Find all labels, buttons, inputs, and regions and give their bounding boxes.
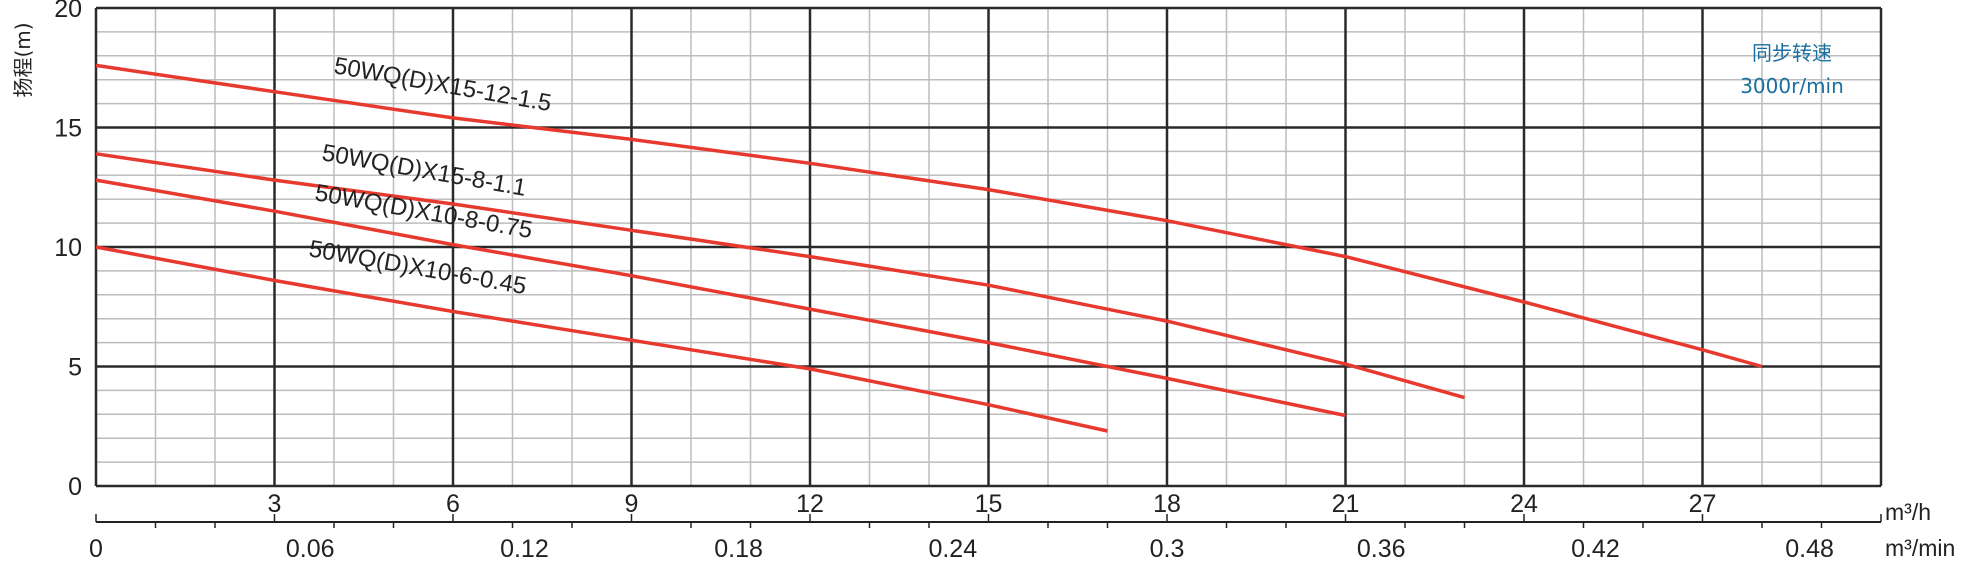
x-tick-label-m3h: 6 — [446, 490, 460, 518]
x-tick-label-m3h: 27 — [1689, 490, 1717, 518]
x-tick-label-m3min: 0.12 — [500, 535, 549, 563]
speed-annotation-line1: 同步转速 — [1752, 41, 1832, 65]
x-tick-label-m3h: 15 — [975, 490, 1003, 518]
x-tick-label-m3min: 0.42 — [1571, 535, 1620, 563]
x-tick-label-m3h: 18 — [1153, 490, 1181, 518]
x-tick-label-m3min: 0 — [89, 535, 103, 563]
x-tick-label-m3h: 12 — [796, 490, 824, 518]
x-tick-label-m3min: 0.3 — [1150, 535, 1185, 563]
y-tick-label: 15 — [54, 115, 82, 143]
x-tick-label-m3h: 3 — [268, 490, 282, 518]
x-tick-label-m3h: 24 — [1510, 490, 1538, 518]
x-unit-m3min: m³/min — [1885, 535, 1955, 561]
speed-annotation-line2: 3000r/min — [1740, 74, 1844, 98]
x-tick-label-m3min: 0.36 — [1357, 535, 1406, 563]
y-tick-label: 0 — [68, 473, 82, 501]
y-tick-label: 10 — [54, 234, 82, 262]
curve-50WQ(D)X15-8-1.1 — [95, 152, 1465, 400]
x-unit-m3h: m³/h — [1885, 499, 1931, 525]
y-tick-label: 20 — [54, 0, 82, 23]
x-tick-label-m3min: 0.06 — [286, 535, 335, 563]
curve-label: 50WQ(D)X15-12-1.5 — [332, 52, 553, 117]
curves — [95, 63, 1763, 433]
x-tick-label-m3min: 0.24 — [928, 535, 977, 563]
y-tick-label: 5 — [68, 354, 82, 382]
x-tick-label-m3h: 9 — [625, 490, 639, 518]
x-tick-label-m3h: 21 — [1332, 490, 1360, 518]
curve-50WQ(D)X10-8-0.75 — [95, 178, 1346, 418]
x-tick-label-m3min: 0.18 — [714, 535, 763, 563]
curve-50WQ(D)X10-6-0.45 — [95, 245, 1108, 433]
axes: 0 5 10 15 20 3 6 9 12 15 18 21 24 27 0 0.06 0.12 0.18 0.24… — [54, 0, 1882, 563]
y-axis-label: 扬程(m) — [11, 22, 35, 97]
curve-labels: 50WQ(D)X15-12-1.550WQ(D)X15-8-1.150WQ(D)… — [307, 52, 553, 300]
x-tick-label-m3min: 0.48 — [1785, 535, 1834, 563]
curve-50WQ(D)X15-12-1.5 — [95, 63, 1763, 369]
